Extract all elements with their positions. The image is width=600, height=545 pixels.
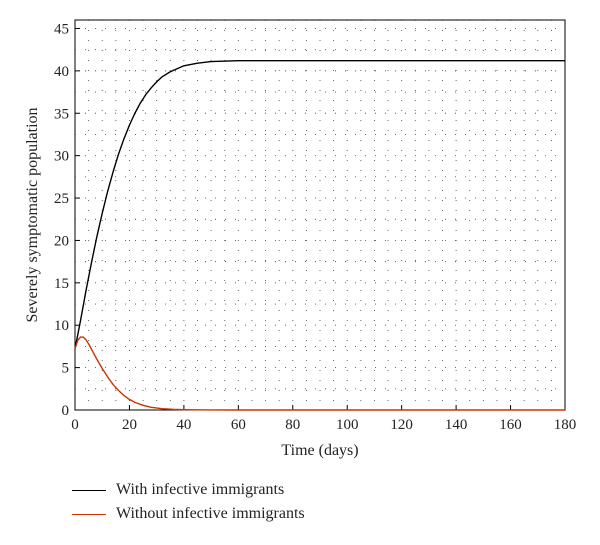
x-tick-label: 0 — [71, 417, 79, 433]
plot-frame — [74, 19, 566, 411]
legend-label: Without infective immigrants — [116, 505, 305, 522]
x-tick-label: 20 — [122, 417, 137, 433]
y-tick-label: 5 — [62, 361, 70, 377]
x-axis-label: Time (days) — [281, 442, 358, 459]
y-tick-label: 25 — [54, 191, 69, 207]
legend: With infective immigrants Without infect… — [72, 478, 305, 526]
y-tick-label: 20 — [54, 233, 69, 249]
x-tick-label: 120 — [390, 417, 413, 433]
x-tick-label: 160 — [499, 417, 522, 433]
legend-swatch — [72, 513, 106, 515]
x-tick-label: 140 — [445, 417, 468, 433]
legend-label: With infective immigrants — [116, 481, 285, 498]
y-tick-label: 10 — [54, 318, 69, 334]
series-line-1 — [74, 60, 565, 350]
y-axis: 0 5 10 15 20 25 30 35 40 45 — [54, 21, 80, 419]
x-tick-label: 60 — [231, 417, 246, 433]
legend-swatch — [72, 489, 106, 491]
x-tick-label: 180 — [554, 417, 577, 433]
x-tick-label: 40 — [176, 417, 191, 433]
y-tick-label: 0 — [62, 403, 70, 419]
x-axis: 0 20 40 60 80 100 120 140 160 180 — [71, 405, 576, 433]
line-chart: 0 20 40 60 80 100 120 140 160 180 0 5 10 15 20 25 30 35 4… — [24, 19, 576, 459]
series-line-2 — [74, 336, 565, 411]
x-tick-label: 100 — [336, 417, 359, 433]
legend-item-without-immigrants: Without infective immigrants — [72, 502, 305, 526]
series-group — [74, 60, 565, 411]
legend-item-with-immigrants: With infective immigrants — [72, 478, 305, 502]
y-tick-label: 15 — [54, 276, 69, 292]
x-tick-label: 80 — [285, 417, 300, 433]
grid — [75, 20, 565, 410]
y-axis-label: Severely symptomatic population — [24, 107, 41, 322]
y-tick-label: 30 — [54, 149, 69, 165]
y-tick-label: 40 — [54, 64, 69, 80]
y-tick-label: 35 — [54, 106, 69, 122]
y-tick-label: 45 — [54, 21, 69, 37]
